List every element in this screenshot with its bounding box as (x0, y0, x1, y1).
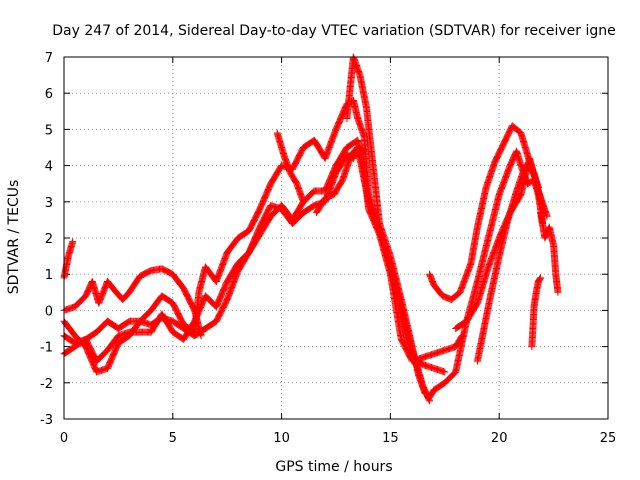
y-tick-label: 2 (45, 232, 53, 247)
y-tick-label: 1 (45, 268, 53, 283)
y-tick-label: -1 (40, 341, 53, 356)
series-trace-6 (273, 129, 307, 206)
data-point-marker (537, 274, 545, 282)
data-point-marker (554, 288, 562, 296)
y-tick-label: 7 (45, 51, 53, 66)
series-trace-2 (60, 265, 205, 340)
y-tick-label: 4 (45, 160, 53, 175)
x-tick-label: 20 (491, 431, 508, 446)
data-point-marker (536, 275, 544, 283)
data-point-marker (543, 212, 551, 220)
series-trace-13 (528, 274, 545, 351)
x-tick-label: 10 (273, 431, 290, 446)
y-tick-label: 3 (45, 196, 53, 211)
data-point-marker (69, 238, 77, 246)
series-trace-14 (537, 209, 562, 296)
series-trace-7 (312, 144, 368, 217)
data-point-marker (360, 147, 368, 155)
x-tick-label: 0 (60, 431, 68, 446)
x-tick-label: 25 (600, 431, 617, 446)
data-point-marker (308, 189, 316, 197)
chart-title: Day 247 of 2014, Sidereal Day-to-day VTE… (52, 23, 615, 39)
series-trace-9 (426, 147, 547, 401)
y-axis-label: SDTVAR / TECUs (6, 180, 22, 295)
y-tick-label: -2 (40, 377, 53, 392)
series-trace-12 (473, 162, 547, 365)
y-tick-label: 6 (45, 87, 53, 102)
data-series (60, 53, 562, 405)
y-tick-label: 5 (45, 123, 53, 138)
data-point-marker (441, 368, 449, 376)
x-tick-label: 5 (169, 431, 177, 446)
data-point-marker (359, 147, 367, 155)
series-trace-8 (343, 53, 429, 398)
data-point-marker (299, 198, 307, 206)
tick-labels: 0 5 10 15 20 25 -3 -2 -1 0 1 2 3 4 5 6 7 (40, 51, 616, 446)
data-point-marker (421, 390, 429, 398)
x-tick-label: 15 (382, 431, 399, 446)
x-axis-label: GPS time / hours (275, 459, 392, 475)
y-tick-label: -3 (40, 413, 53, 428)
y-tick-label: 0 (45, 304, 53, 319)
plot-frame (63, 56, 609, 420)
data-point-marker (535, 276, 543, 284)
data-point-marker (539, 205, 547, 213)
